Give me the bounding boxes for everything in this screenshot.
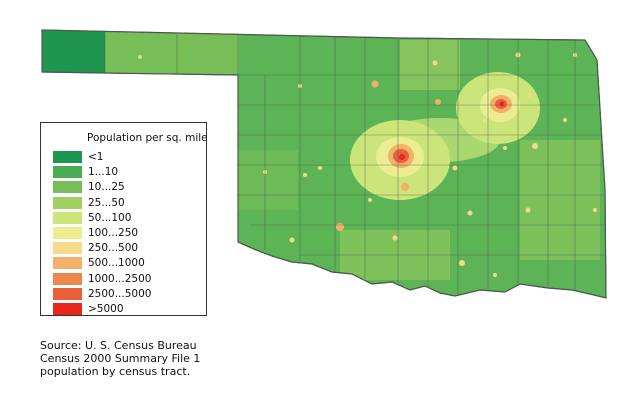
legend-swatch (53, 242, 82, 255)
ada-city (467, 210, 473, 216)
legend-swatch (53, 151, 82, 163)
legend-swatch (53, 181, 82, 194)
source-note: Source: U. S. Census Bureau Census 2000 … (40, 339, 200, 378)
legend-item: 100...250 (53, 227, 138, 239)
legend-item: 250...500 (53, 242, 139, 255)
legend-item: 2500...5000 (53, 287, 152, 300)
norman-city (401, 183, 409, 191)
legend-label: 10...25 (88, 181, 125, 194)
legend-item: 25...50 (53, 196, 125, 209)
legend-swatch (53, 196, 82, 209)
source-line-2: Census 2000 Summary File 1 (40, 352, 201, 365)
ponca-city (432, 60, 438, 66)
tahlequah-city (563, 118, 567, 122)
legend-swatch (53, 257, 82, 270)
legend-item: 50...100 (53, 211, 132, 224)
western-light-region (238, 150, 298, 210)
legend-title: Population per sq. mile (87, 132, 208, 144)
lawton-city (336, 223, 344, 231)
legend-item: 1...10 (53, 166, 119, 179)
source-line-1: Source: U. S. Census Bureau (40, 339, 197, 352)
legend-swatch (53, 211, 82, 224)
legend-label: 50...100 (88, 211, 132, 224)
state-border (41, 29, 607, 299)
legend-item: 1000...2500 (53, 272, 152, 285)
panhandle-east-county (177, 32, 239, 74)
guymon-city (138, 55, 142, 59)
legend-swatch (53, 287, 82, 300)
poteau-city (593, 208, 597, 212)
weatherford-city (318, 166, 322, 170)
legend-item: 500...1000 (53, 257, 145, 270)
legend-label: <1 (88, 151, 104, 163)
legend-label: 500...1000 (88, 257, 145, 270)
ardmore-city (459, 260, 465, 266)
legend-label: 1000...2500 (88, 272, 152, 285)
okc-center (399, 154, 405, 160)
stillwater-city (435, 99, 441, 105)
legend-swatch (53, 227, 82, 239)
mcalester-city (525, 207, 531, 213)
chickasha-city (368, 198, 372, 202)
legend-label: 250...500 (88, 242, 139, 255)
east-light-region (520, 140, 600, 260)
clinton-city (303, 173, 307, 177)
legend-label: 2500...5000 (88, 287, 152, 300)
legend-label: >5000 (88, 303, 124, 315)
legend-swatch (53, 272, 82, 285)
legend-swatch (53, 166, 82, 179)
source-line-3: population by census tract. (40, 365, 191, 378)
legend-label: 25...50 (88, 196, 125, 209)
legend-item: 10...25 (53, 181, 125, 194)
legend-item: <1 (53, 151, 103, 163)
okmulgee-city (503, 146, 507, 150)
muskogee-city (532, 143, 538, 149)
claremore-city (528, 93, 532, 97)
northeast-light-region (400, 40, 460, 90)
legend-label: 100...250 (88, 227, 139, 239)
legend-item: >5000 (53, 303, 124, 315)
legend-swatch (53, 303, 82, 315)
sapulpa-city (483, 118, 487, 122)
shawnee-city (452, 165, 458, 171)
panhandle-middle-county (105, 30, 177, 74)
map-legend: Population per sq. mile <1 1...10 10...25 2… (40, 122, 208, 316)
durant-city (493, 273, 497, 277)
legend-label: 1...10 (88, 166, 119, 179)
duncan-city (392, 235, 398, 241)
tulsa-center (499, 101, 505, 107)
altus-city (289, 237, 295, 243)
panhandle-west-county (42, 30, 105, 74)
enid-city (371, 80, 379, 88)
